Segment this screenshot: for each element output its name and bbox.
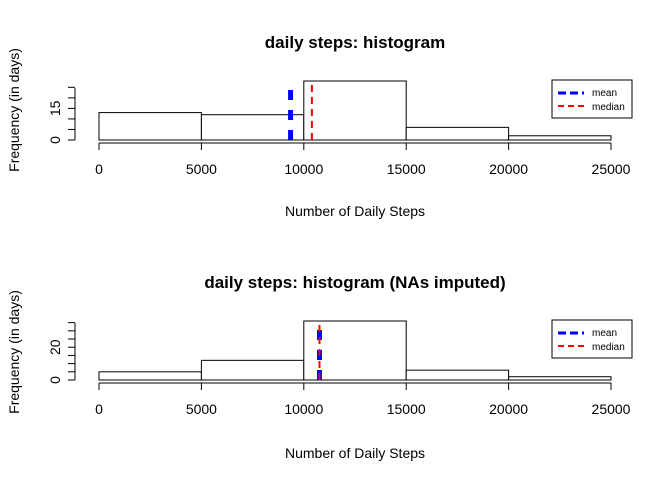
x-axis-2: 0 5000 10000 15000 20000 25000 xyxy=(95,382,631,417)
x-tick-label: 15000 xyxy=(387,161,426,177)
y-tick-label: 15 xyxy=(47,100,63,116)
y-axis-label-1: Frequency (in days) xyxy=(6,48,22,172)
legend-label-mean-1: mean xyxy=(592,88,617,99)
x-tick-label: 20000 xyxy=(489,401,528,417)
x-tick-label: 10000 xyxy=(284,161,323,177)
chart-title-1: daily steps: histogram xyxy=(265,33,445,52)
histogram-panel-2: daily steps: histogram (NAs imputed) Fre… xyxy=(6,273,633,461)
x-axis-1: 0 5000 10000 15000 20000 25000 xyxy=(95,142,631,177)
histogram-bar xyxy=(200,114,305,141)
x-tick-label: 10000 xyxy=(284,401,323,417)
stat-lines-1 xyxy=(288,81,313,140)
legend-label-median-2: median xyxy=(592,342,625,353)
legend-1: mean median xyxy=(551,79,633,119)
y-axis-1: 0 15 xyxy=(47,86,76,144)
histogram-bar xyxy=(405,369,510,381)
legend-label-mean-2: mean xyxy=(592,328,617,339)
x-tick-label: 5000 xyxy=(186,401,217,417)
x-axis-label-1: Number of Daily Steps xyxy=(285,203,425,219)
x-tick-label: 25000 xyxy=(592,161,631,177)
histogram-bar xyxy=(508,376,612,381)
legend-box-2 xyxy=(551,319,633,359)
y-tick-label: 20 xyxy=(47,339,63,355)
x-tick-label: 15000 xyxy=(387,401,426,417)
y-tick-label: 0 xyxy=(47,376,63,384)
histogram-bar xyxy=(303,80,407,141)
x-tick-label: 20000 xyxy=(489,161,528,177)
legend-box-1 xyxy=(551,79,633,119)
x-tick-label: 25000 xyxy=(592,401,631,417)
y-axis-label-2: Frequency (in days) xyxy=(6,290,22,414)
legend-2: mean median xyxy=(551,319,633,359)
chart-title-2: daily steps: histogram (NAs imputed) xyxy=(204,273,505,292)
x-tick-label: 0 xyxy=(95,161,103,177)
histogram-bar xyxy=(98,112,202,141)
legend-label-median-1: median xyxy=(592,102,625,113)
histogram-panel-1: daily steps: histogram Frequency (in day… xyxy=(6,33,633,219)
histogram-bar xyxy=(200,359,305,381)
y-tick-label: 0 xyxy=(47,136,63,144)
histogram-bar xyxy=(98,371,202,381)
histogram-bar xyxy=(508,135,612,141)
x-tick-label: 0 xyxy=(95,401,103,417)
bars-2 xyxy=(98,320,612,381)
x-tick-label: 5000 xyxy=(186,161,217,177)
x-axis-label-2: Number of Daily Steps xyxy=(285,445,425,461)
y-axis-2: 0 20 xyxy=(47,322,76,384)
histogram-bar xyxy=(405,126,510,141)
bars-1 xyxy=(98,80,612,141)
